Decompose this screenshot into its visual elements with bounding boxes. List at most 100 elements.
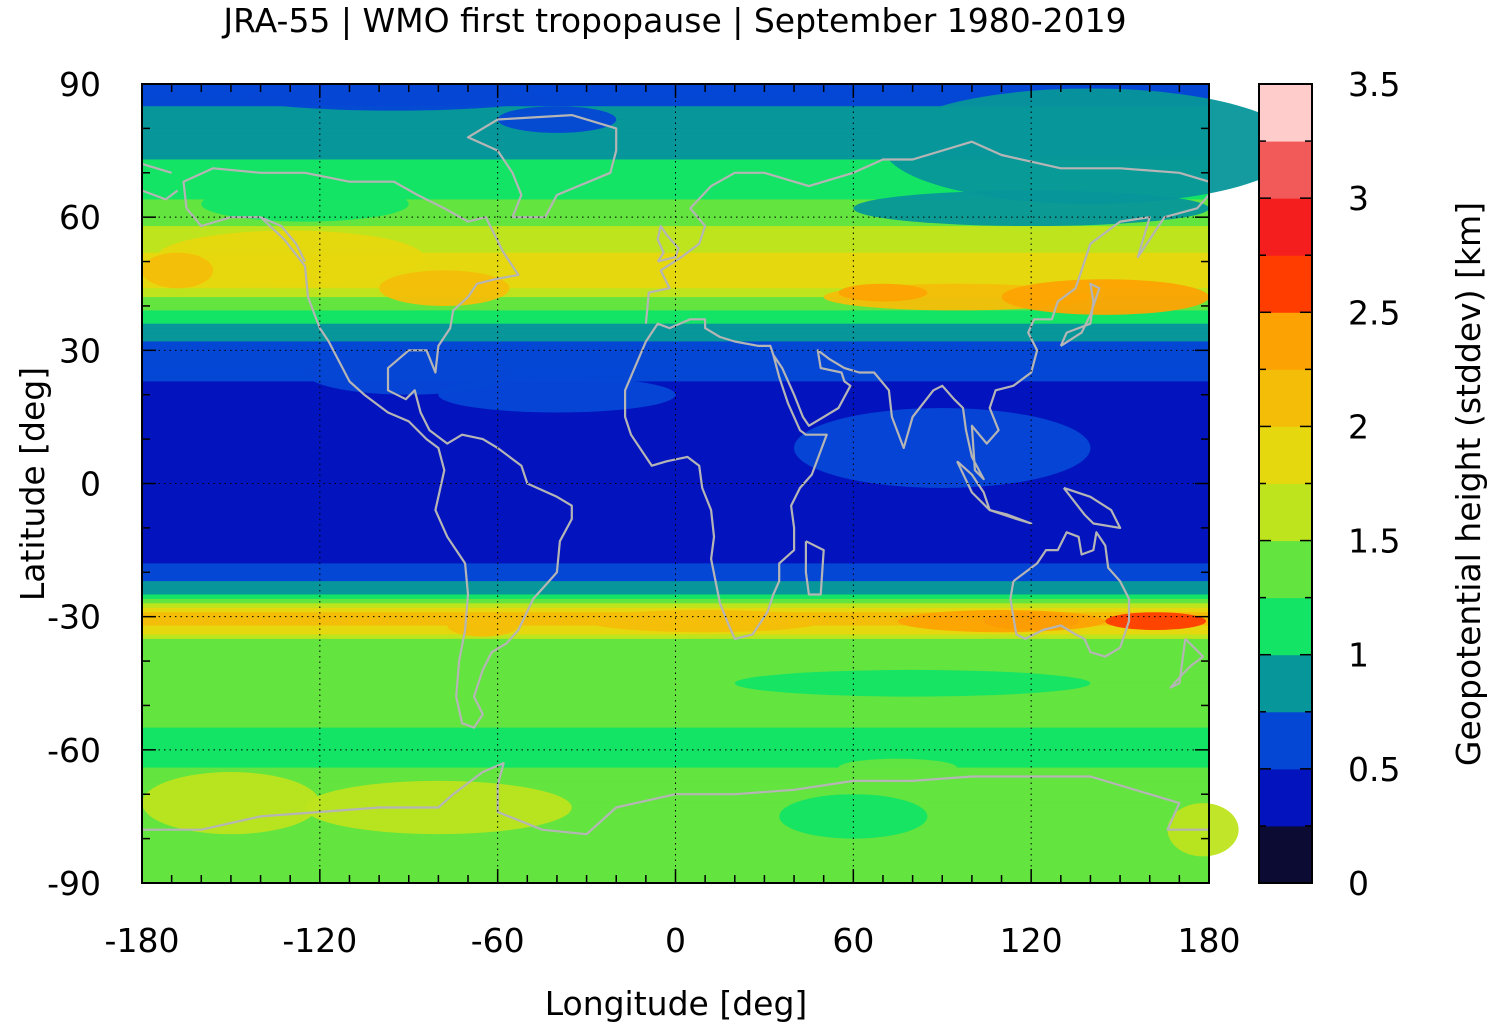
- anomaly-region: [142, 772, 320, 835]
- x-tick-label: -180: [105, 921, 180, 960]
- coastline: [989, 509, 1033, 525]
- contour-band: [142, 794, 1209, 800]
- contour-band: [142, 270, 1209, 276]
- contour-band: [142, 314, 1209, 320]
- contour-band: [142, 305, 1209, 311]
- y-tick-label: -30: [47, 598, 101, 637]
- contour-band: [142, 563, 1209, 569]
- contour-band: [142, 385, 1209, 391]
- colorbar-tick-label: 2.5: [1348, 293, 1400, 332]
- contour-band: [142, 199, 1209, 205]
- contour-band: [142, 652, 1209, 658]
- anomaly-region: [438, 376, 676, 413]
- contour-band: [142, 647, 1209, 653]
- contour-band: [142, 350, 1209, 356]
- contour-band: [142, 372, 1209, 378]
- anomaly-region: [201, 186, 409, 222]
- coastline: [142, 762, 1209, 836]
- x-tick-label: 180: [1178, 921, 1241, 960]
- x-tick-label: 0: [665, 921, 686, 960]
- contour-band: [142, 110, 1209, 116]
- contour-band: [142, 860, 1209, 866]
- coastline: [956, 460, 991, 512]
- contour-band: [142, 638, 1209, 644]
- colorbar-cell: [1259, 597, 1312, 656]
- contour-band: [142, 97, 1209, 103]
- x-tick-label: -60: [471, 921, 525, 960]
- y-tick-label: -90: [47, 864, 101, 903]
- contour-band: [142, 847, 1209, 853]
- colorbar-tick-label: 0.5: [1348, 750, 1400, 789]
- colorbar-cell: [1259, 825, 1312, 884]
- regional-features: [142, 84, 1298, 857]
- contour-band: [142, 590, 1209, 596]
- colorbar-tick-labels: 0 0.5 1 1.5 2 2.5 3 3.5: [1348, 65, 1400, 903]
- contour-band: [142, 541, 1209, 547]
- anomaly-region: [379, 270, 510, 306]
- colorbar-cell: [1259, 312, 1312, 370]
- coastline: [1009, 531, 1131, 658]
- anomaly-region: [897, 610, 1106, 633]
- contour-band: [142, 634, 1209, 640]
- chart-title: JRA-55 | WMO first tropopause | Septembe…: [221, 1, 1126, 40]
- contour-band: [142, 265, 1209, 272]
- contour-band: [142, 381, 1209, 387]
- contour-band: [142, 163, 1209, 169]
- contour-band: [142, 820, 1209, 826]
- contour-band: [142, 701, 1209, 707]
- x-tick-label: 120: [1000, 921, 1063, 960]
- contour-band: [142, 558, 1209, 564]
- contour-band: [142, 696, 1209, 702]
- contour-band: [142, 292, 1209, 298]
- contour-band: [142, 745, 1209, 751]
- colorbar-cell: [1259, 426, 1312, 484]
- x-tick-label: 60: [832, 921, 874, 960]
- contour-band: [142, 545, 1209, 551]
- colorbar: 0 0.5 1 1.5 2 2.5 3 3.5 Geopotential height (st…: [1258, 65, 1488, 903]
- colorbar-cells: [1259, 84, 1312, 884]
- contour-band: [142, 212, 1209, 218]
- contour-band: [142, 838, 1209, 844]
- contour-band: [142, 248, 1209, 254]
- contour-band: [142, 834, 1209, 840]
- y-tick-label: 60: [59, 198, 101, 237]
- anomaly-region: [586, 610, 824, 633]
- contour-band: [142, 629, 1209, 636]
- coastline: [1059, 282, 1101, 347]
- anomaly-region: [838, 283, 928, 302]
- colorbar-tick-label: 1: [1348, 636, 1369, 675]
- contour-band: [142, 532, 1209, 538]
- colorbar-cell: [1259, 198, 1312, 256]
- contour-band: [142, 394, 1209, 400]
- contour-band: [142, 865, 1209, 871]
- grid-lines: [142, 84, 1209, 883]
- anomaly-region: [734, 669, 1091, 697]
- y-tick-labels: -90 -60 -30 0 30 60 90: [47, 65, 101, 903]
- contour-band: [142, 581, 1209, 587]
- contour-band: [142, 661, 1209, 667]
- contour-band: [142, 603, 1209, 609]
- contour-band: [142, 106, 1209, 112]
- colorbar-cell: [1259, 369, 1312, 427]
- contour-band: [142, 150, 1209, 156]
- contour-band: [142, 656, 1209, 662]
- anomaly-region: [142, 665, 854, 702]
- coastline: [1062, 486, 1122, 529]
- colorbar-cell: [1259, 84, 1312, 142]
- y-tick-label: 90: [59, 65, 101, 104]
- anomaly-region: [156, 230, 424, 284]
- contour-band: [142, 585, 1209, 591]
- x-tick-labels: -180 -120 -60 0 60 120 180: [105, 921, 1241, 960]
- contour-band: [142, 221, 1209, 227]
- anomaly-region: [497, 106, 617, 133]
- contour-band: [142, 217, 1209, 223]
- contour-band: [142, 279, 1209, 285]
- contour-band: [142, 421, 1209, 427]
- colorbar-tick-label: 0: [1348, 864, 1369, 903]
- colorbar-cell: [1259, 768, 1312, 827]
- anomaly-region: [794, 408, 1091, 488]
- coastline: [624, 194, 1210, 640]
- colorbar-tick-label: 3.5: [1348, 65, 1400, 104]
- colorbar-ticks: [1259, 83, 1312, 884]
